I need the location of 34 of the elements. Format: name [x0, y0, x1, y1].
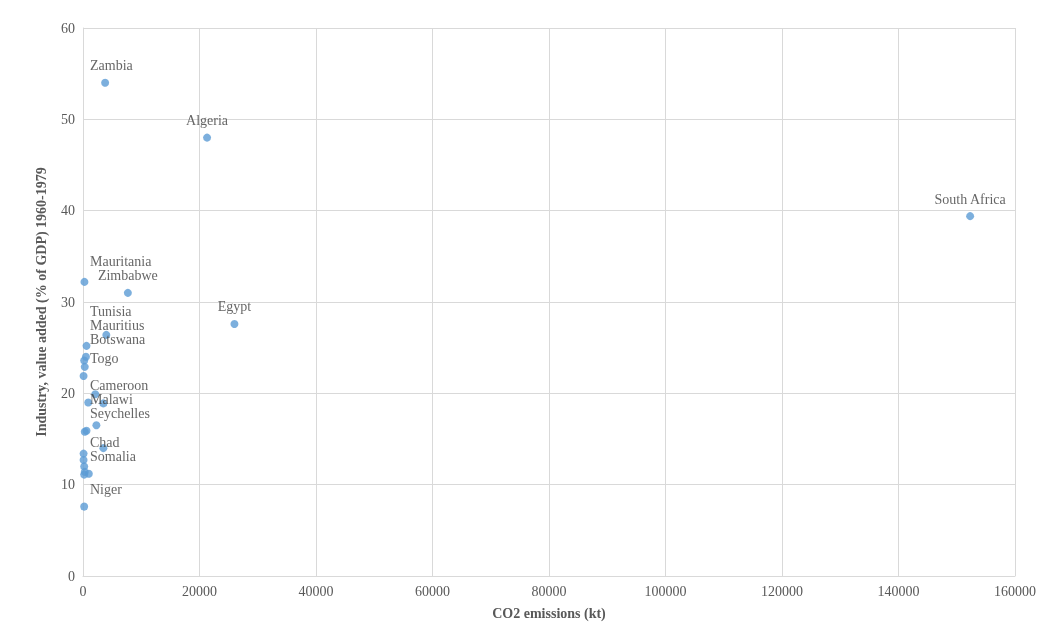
y-axis-title: Industry, value added (% of GDP) 1960-1979: [33, 167, 50, 437]
data-label: Mauritius: [89, 318, 145, 334]
data-label: Algeria: [186, 113, 229, 129]
x-tick-label: 0: [79, 583, 87, 599]
y-tick-label: 60: [61, 20, 75, 36]
data-label: Zimbabwe: [97, 268, 158, 284]
data-label: Niger: [89, 482, 123, 498]
x-tick-label: 100000: [644, 583, 687, 599]
data-label: Somalia: [90, 449, 137, 465]
data-label: Mauritania: [90, 254, 153, 270]
x-tick-label: 20000: [182, 583, 217, 599]
y-tick-label: 50: [61, 111, 75, 127]
x-tick-label: 60000: [415, 583, 450, 599]
y-tick-label: 40: [61, 203, 75, 219]
data-label: Togo: [90, 351, 119, 367]
x-tick-label: 140000: [877, 583, 920, 599]
y-tick-label: 10: [61, 477, 75, 493]
x-axis-title: CO2 emissions (kt): [492, 605, 607, 622]
data-label: Botswana: [90, 332, 146, 348]
y-tick-label: 20: [61, 385, 75, 401]
y-tick-label: 0: [68, 568, 75, 584]
data-label: Malawi: [90, 392, 133, 408]
data-label: Zambia: [90, 58, 134, 74]
x-tick-label: 80000: [531, 583, 567, 599]
data-label: Egypt: [217, 299, 252, 315]
data-label: Seychelles: [90, 406, 150, 422]
x-tick-label: 160000: [994, 583, 1036, 599]
data-label: Chad: [89, 435, 120, 451]
x-tick-label: 40000: [298, 583, 334, 599]
x-tick-label: 120000: [761, 583, 803, 599]
data-label: South Africa: [934, 191, 1007, 207]
data-label: Cameroon: [89, 377, 149, 393]
y-tick-label: 30: [61, 294, 75, 310]
data-label: Tunisia: [89, 304, 133, 320]
